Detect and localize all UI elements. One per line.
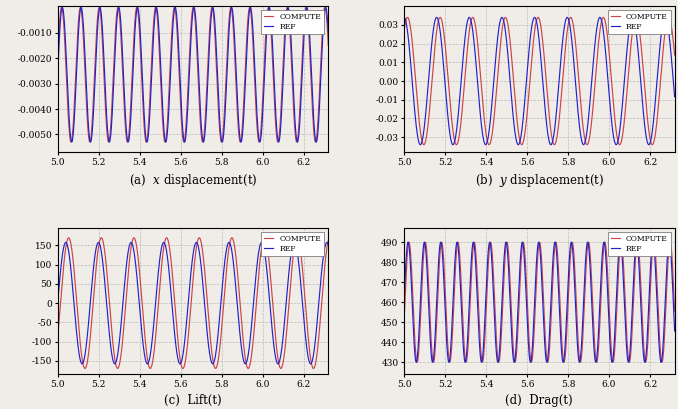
REF — [234, 102, 242, 107]
REF — [628, 319, 636, 324]
REF — [566, 247, 574, 252]
COMPUTE — [104, 282, 112, 287]
REF — [416, 142, 424, 147]
COMPUTE — [54, 335, 62, 340]
COMPUTE — [583, 142, 591, 147]
REF — [159, 119, 167, 124]
Legend: COMPUTE, REF: COMPUTE, REF — [607, 232, 671, 256]
X-axis label: (b)  $y$ displacement(t): (b) $y$ displacement(t) — [475, 172, 604, 189]
Line: COMPUTE: COMPUTE — [58, 238, 334, 369]
REF — [450, 140, 458, 145]
COMPUTE — [159, 247, 167, 252]
COMPUTE — [628, 337, 636, 342]
COMPUTE — [601, 240, 609, 245]
COMPUTE — [607, 67, 615, 72]
COMPUTE — [450, 137, 458, 142]
Legend: COMPUTE, REF: COMPUTE, REF — [261, 10, 324, 34]
REF — [580, 142, 589, 147]
COMPUTE — [580, 132, 588, 137]
REF — [260, 247, 268, 252]
REF — [506, 293, 514, 298]
COMPUTE — [234, 272, 242, 277]
REF — [256, 139, 264, 144]
REF — [400, 15, 408, 20]
COMPUTE — [677, 335, 678, 340]
COMPUTE — [506, 36, 514, 41]
COMPUTE — [64, 235, 73, 240]
COMPUTE — [403, 15, 412, 20]
COMPUTE — [281, 344, 290, 348]
COMPUTE — [85, 139, 94, 144]
COMPUTE — [330, 259, 338, 264]
COMPUTE — [400, 29, 408, 34]
REF — [607, 349, 615, 354]
COMPUTE — [677, 123, 678, 128]
Legend: COMPUTE, REF: COMPUTE, REF — [607, 10, 671, 34]
COMPUTE — [220, 301, 228, 306]
REF — [330, 138, 338, 143]
COMPUTE — [152, 5, 160, 10]
REF — [104, 316, 112, 321]
REF — [220, 132, 228, 137]
REF — [159, 240, 167, 245]
COMPUTE — [244, 366, 252, 371]
COMPUTE — [330, 139, 338, 144]
Line: REF: REF — [58, 243, 334, 364]
Line: COMPUTE: COMPUTE — [404, 17, 678, 145]
COMPUTE — [104, 138, 112, 143]
REF — [193, 240, 201, 245]
COMPUTE — [260, 236, 268, 240]
COMPUTE — [54, 56, 62, 61]
REF — [498, 15, 506, 20]
REF — [104, 132, 112, 137]
COMPUTE — [506, 273, 514, 278]
REF — [677, 142, 678, 146]
COMPUTE — [607, 336, 615, 341]
Line: REF: REF — [58, 7, 334, 142]
REF — [54, 301, 62, 306]
REF — [469, 240, 477, 245]
REF — [628, 16, 636, 21]
COMPUTE — [400, 320, 408, 325]
Line: REF: REF — [404, 242, 678, 362]
REF — [260, 79, 268, 83]
Line: COMPUTE: COMPUTE — [404, 242, 678, 362]
COMPUTE — [628, 36, 636, 41]
REF — [330, 292, 338, 297]
COMPUTE — [220, 121, 228, 126]
REF — [281, 31, 290, 36]
REF — [580, 288, 588, 293]
X-axis label: (c)  Lift(t): (c) Lift(t) — [164, 394, 222, 407]
COMPUTE — [566, 260, 574, 265]
REF — [450, 271, 458, 276]
Line: REF: REF — [404, 17, 678, 145]
REF — [607, 109, 615, 114]
REF — [400, 300, 408, 305]
COMPUTE — [566, 16, 574, 20]
REF — [54, 72, 62, 77]
REF — [677, 316, 678, 321]
COMPUTE — [260, 62, 268, 67]
REF — [220, 270, 228, 274]
Line: COMPUTE: COMPUTE — [58, 7, 334, 142]
REF — [566, 25, 574, 29]
COMPUTE — [159, 131, 167, 136]
COMPUTE — [450, 291, 458, 296]
COMPUTE — [462, 360, 470, 365]
REF — [234, 306, 242, 311]
REF — [506, 76, 514, 81]
REF — [608, 360, 616, 365]
REF — [190, 5, 198, 10]
X-axis label: (d)  Drag(t): (d) Drag(t) — [506, 394, 573, 407]
X-axis label: (a)  $x$ displacement(t): (a) $x$ displacement(t) — [129, 172, 257, 189]
COMPUTE — [281, 19, 290, 24]
COMPUTE — [580, 309, 588, 314]
REF — [281, 311, 290, 316]
COMPUTE — [234, 117, 242, 122]
REF — [274, 362, 282, 366]
Legend: COMPUTE, REF: COMPUTE, REF — [261, 232, 324, 256]
